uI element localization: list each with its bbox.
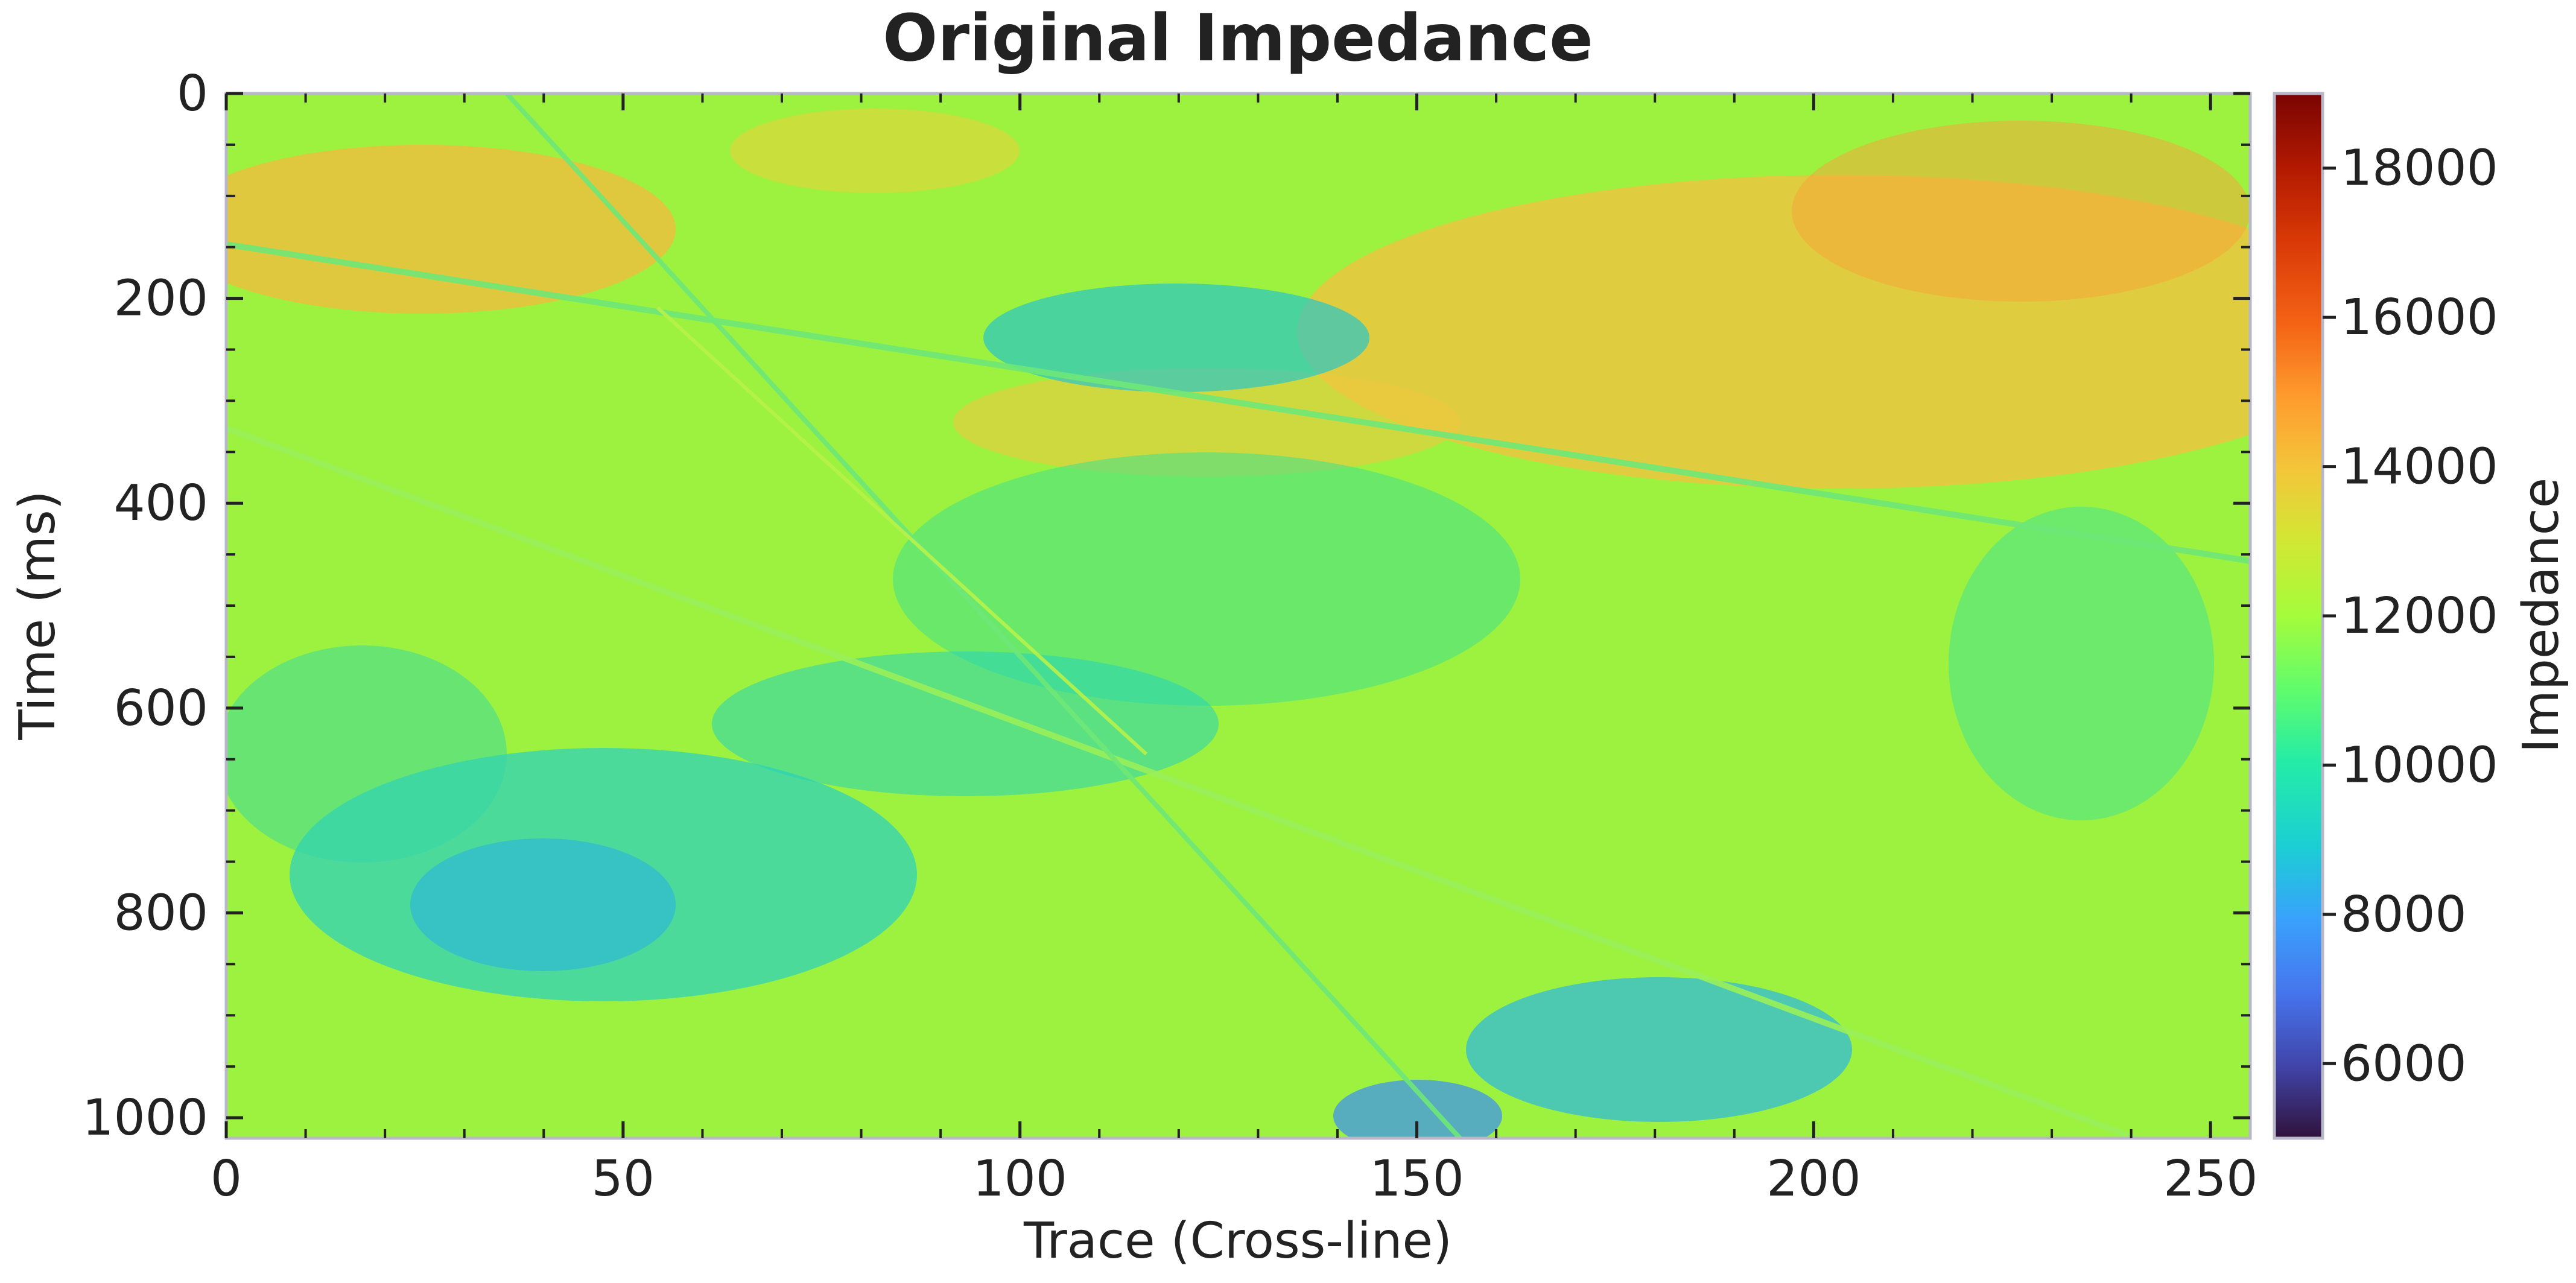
- colorbar-tick-label: 6000: [2341, 1035, 2467, 1092]
- x-tick-label: 250: [2163, 1150, 2258, 1208]
- plot-frame: [224, 92, 2252, 1140]
- colorbar-tick-label: 12000: [2341, 588, 2498, 645]
- y-tick-label: 0: [177, 65, 208, 122]
- heatmap-patch-warm: [730, 109, 1020, 193]
- colorbar: [2273, 92, 2324, 1140]
- fault-line: [226, 425, 2137, 1138]
- colorbar-tick-label: 14000: [2341, 439, 2498, 496]
- y-axis: 0 200 400 600 800 1000: [82, 65, 2250, 1147]
- fault-line: [226, 241, 2250, 564]
- x-tick-label: 200: [1766, 1150, 1861, 1208]
- x-axis-label: Trace (Cross-line): [1023, 1212, 1452, 1270]
- heatmap-patch-warm: [226, 145, 676, 314]
- x-tick-label: 150: [1369, 1150, 1464, 1208]
- y-tick-label: 1000: [82, 1089, 208, 1147]
- heatmap-patch-cool: [1466, 977, 1852, 1122]
- y-tick-label: 400: [113, 475, 208, 532]
- colorbar-tick-label: 18000: [2341, 140, 2498, 197]
- heatmap-patch-cool: [983, 284, 1369, 392]
- heatmap-patch-warm: [1792, 121, 2250, 302]
- heatmap-patch-cool: [712, 651, 1219, 796]
- colorbar-tick-label: 16000: [2341, 289, 2498, 346]
- colorbar-tick-label: 8000: [2341, 886, 2467, 943]
- x-tick-label: 0: [211, 1150, 242, 1208]
- heatmap-patch-cool: [1333, 1080, 1502, 1138]
- y-tick-label: 200: [113, 270, 208, 328]
- heatmap-patch-cool: [226, 645, 507, 863]
- fault-line: [505, 93, 1462, 1138]
- y-tick-label: 600: [113, 680, 208, 737]
- fault-line: [656, 306, 1148, 756]
- colorbar-tick-label: 10000: [2341, 737, 2498, 794]
- colorbar-label: Impedance: [2513, 478, 2570, 753]
- x-axis: 0 50 100 150 200 250: [211, 93, 2258, 1208]
- heatmap-patch-cool: [1949, 507, 2214, 820]
- heatmap-field: [226, 93, 2250, 1138]
- heatmap-patch-warm: [953, 368, 1460, 477]
- chart-title: Original Impedance: [883, 1, 1593, 76]
- x-tick-label: 100: [972, 1150, 1067, 1208]
- y-tick-label: 800: [113, 884, 208, 942]
- heatmap-patch-cool: [893, 452, 1520, 706]
- x-tick-label: 50: [592, 1150, 655, 1208]
- y-axis-label: Time (ms): [9, 490, 66, 740]
- heatmap-patch-cool: [410, 838, 676, 971]
- colorbar-axis: 6000 8000 10000 12000 14000 16000 18000: [2323, 140, 2498, 1092]
